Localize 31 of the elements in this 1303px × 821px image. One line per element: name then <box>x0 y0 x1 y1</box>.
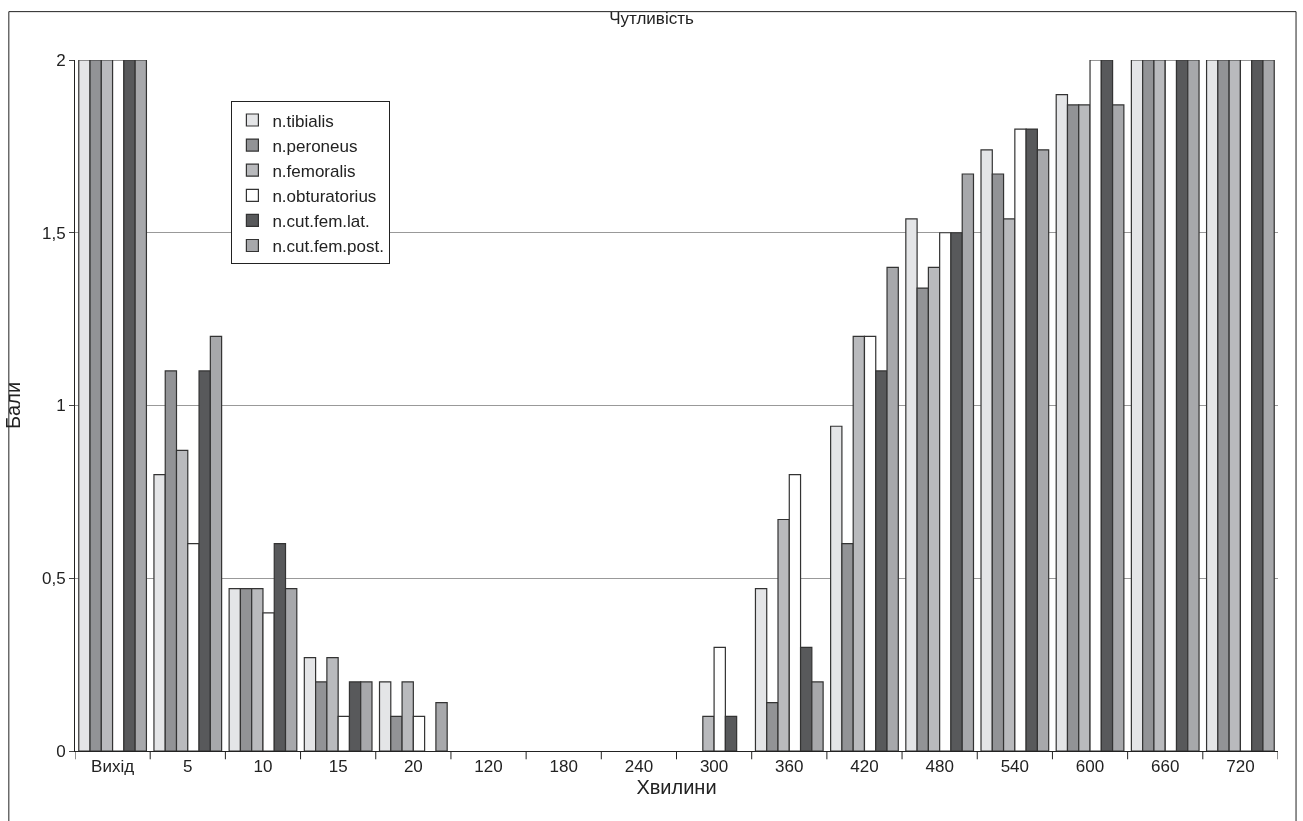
legend-label: n.obturatorius <box>272 186 377 206</box>
chart-title: Чутливість <box>609 9 694 29</box>
x-axis-title: Хвилини <box>636 776 717 799</box>
legend-label: n.femoralis <box>272 161 356 181</box>
y-tick-label: 0 <box>56 741 66 761</box>
y-tick-label: 1 <box>56 396 66 416</box>
x-tick-label: 180 <box>549 757 578 777</box>
x-tick-label: 300 <box>699 757 729 777</box>
x-tick-label: 720 <box>1226 757 1255 777</box>
x-tick-label: 120 <box>474 757 503 777</box>
y-axis-title: Бали <box>2 381 25 430</box>
y-tick-label: 2 <box>56 50 66 70</box>
x-tick-label: 660 <box>1151 757 1180 777</box>
x-tick-label: 420 <box>850 757 879 777</box>
legend-label: n.cut.fem.post. <box>272 237 384 257</box>
bar <box>435 702 448 751</box>
x-tick-label: 240 <box>624 757 654 777</box>
x-tick-label: Вихід <box>91 757 135 777</box>
x-tick-label: 540 <box>1000 757 1030 777</box>
x-tick-label: 5 <box>183 757 193 777</box>
x-tick-label: 480 <box>925 757 954 777</box>
x-tick-label: 20 <box>403 757 423 777</box>
x-tick-label: 10 <box>253 757 273 777</box>
legend-label: n.cut.fem.lat. <box>272 212 370 232</box>
y-tick-label: 1,5 <box>41 223 66 243</box>
legend-label: n.peroneus <box>272 136 358 156</box>
x-tick-label: 15 <box>328 757 348 777</box>
y-tick-label: 0,5 <box>41 569 66 589</box>
x-tick-label: 600 <box>1075 757 1105 777</box>
x-tick-label: 360 <box>775 757 804 777</box>
legend-label: n.tibialis <box>272 111 334 131</box>
